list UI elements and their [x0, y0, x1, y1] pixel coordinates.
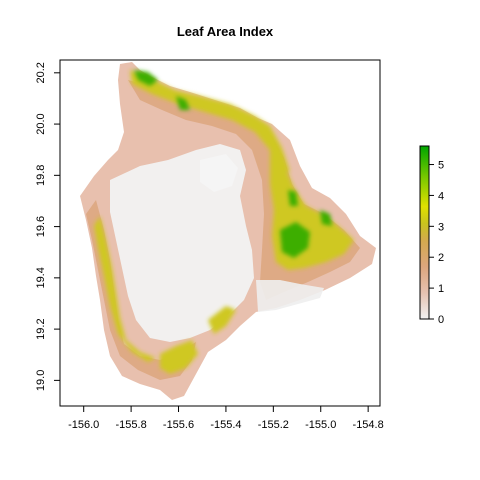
very-high-lai-patches: [134, 70, 332, 258]
island-southeast-bare: [256, 280, 324, 312]
legend-ticks: 0 1 2 3 4 5: [429, 160, 444, 326]
legend-colorbar: [419, 145, 430, 320]
y-tick-label: 19.0: [35, 370, 47, 391]
island-summit-patch: [200, 154, 238, 192]
plot-frame: [59, 59, 381, 407]
legend-tick-label: 4: [438, 190, 444, 202]
x-tick-label: -155.2: [258, 419, 289, 431]
legend-tick-label: 3: [438, 221, 444, 233]
legend: 0 1 2 3 4 5: [419, 145, 444, 326]
x-axis: -156.0 -155.8 -155.6 -155.4 -155.2 -155.0 -154…: [68, 406, 384, 431]
legend-tick-label: 0: [438, 314, 444, 326]
x-tick-label: -155.8: [116, 419, 147, 431]
y-axis: 19.0 19.2 19.4 19.6 19.8 20.0 20.2: [35, 62, 60, 391]
map-title: Leaf Area Index: [177, 24, 274, 39]
y-tick-label: 20.0: [35, 113, 47, 134]
legend-tick-label: 5: [438, 160, 444, 172]
island-raster: [80, 62, 376, 400]
y-tick-label: 20.2: [35, 62, 47, 83]
x-tick-label: -154.8: [353, 419, 384, 431]
island-west-band: [86, 200, 196, 380]
island-bare-interior: [110, 144, 254, 342]
y-tick-label: 19.4: [35, 267, 47, 288]
x-tick-label: -155.4: [210, 419, 241, 431]
x-tick-label: -155.6: [163, 419, 194, 431]
x-tick-label: -156.0: [68, 419, 99, 431]
legend-tick-label: 2: [438, 252, 444, 264]
y-tick-label: 19.6: [35, 216, 47, 237]
y-tick-label: 19.2: [35, 318, 47, 339]
y-tick-label: 19.8: [35, 165, 47, 186]
x-tick-label: -155.0: [305, 419, 336, 431]
legend-tick-label: 1: [438, 283, 444, 295]
